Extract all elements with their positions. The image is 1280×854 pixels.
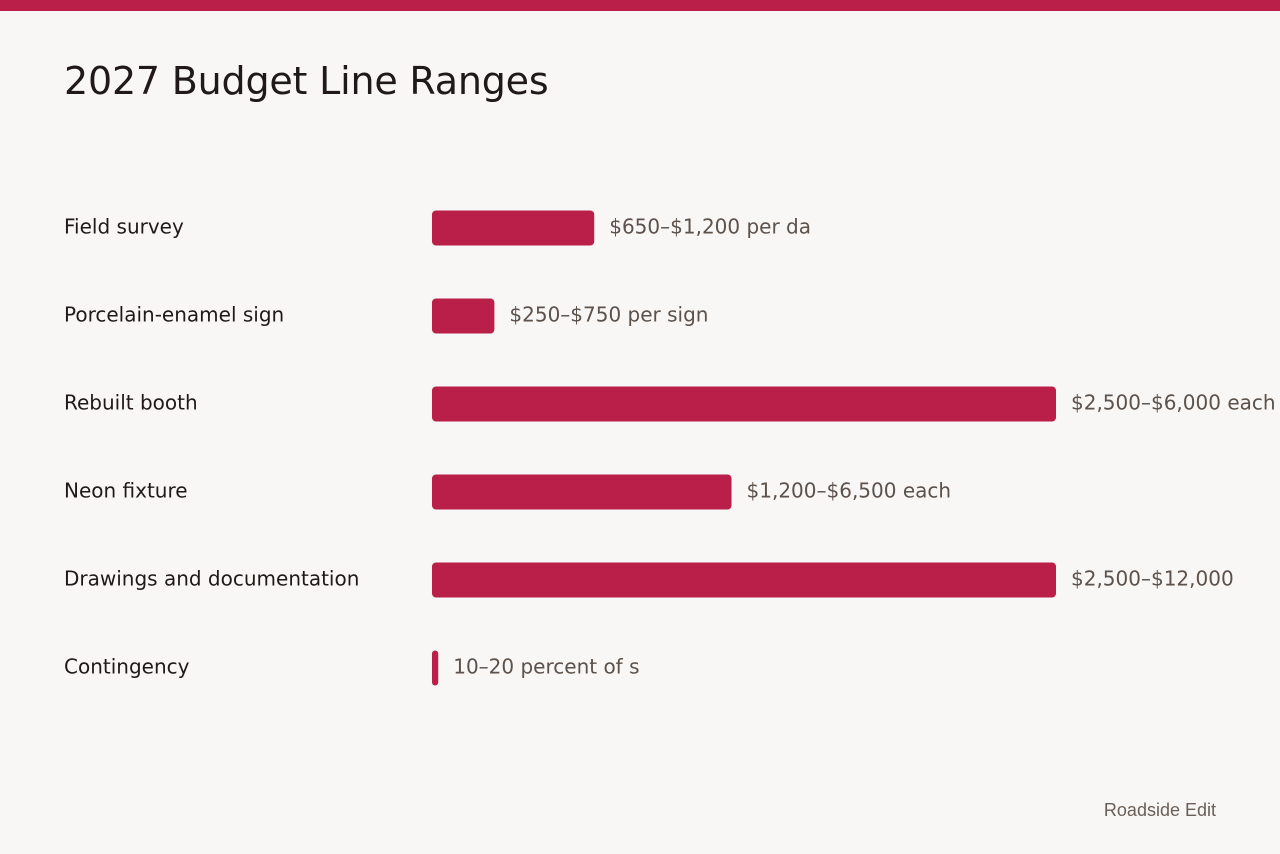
- bar: [432, 210, 595, 246]
- top-accent-bar: [0, 0, 1280, 11]
- bar: [432, 562, 1056, 598]
- category-label: Contingency: [64, 655, 190, 679]
- bar: [432, 386, 1056, 422]
- bar: [432, 650, 439, 686]
- data-label: $1,200–$6,500 each: [747, 479, 952, 503]
- data-label: $650–$1,200 per da: [609, 215, 811, 239]
- bar: [432, 474, 732, 510]
- data-label: 10–20 percent of s: [453, 655, 639, 679]
- footer-credit: Roadside Edit: [1103, 800, 1216, 820]
- page-title: 2027 Budget Line Ranges: [64, 59, 549, 103]
- data-label: $250–$750 per sign: [509, 303, 708, 327]
- category-label: Neon fixture: [64, 479, 188, 503]
- category-label: Porcelain-enamel sign: [64, 303, 284, 327]
- category-label: Rebuilt booth: [64, 391, 198, 415]
- category-label: Drawings and documentation: [64, 567, 359, 591]
- bar: [432, 298, 495, 334]
- data-label: $2,500–$6,000 each: [1071, 391, 1276, 415]
- category-label: Field survey: [64, 215, 184, 239]
- data-label: $2,500–$12,000: [1071, 567, 1234, 591]
